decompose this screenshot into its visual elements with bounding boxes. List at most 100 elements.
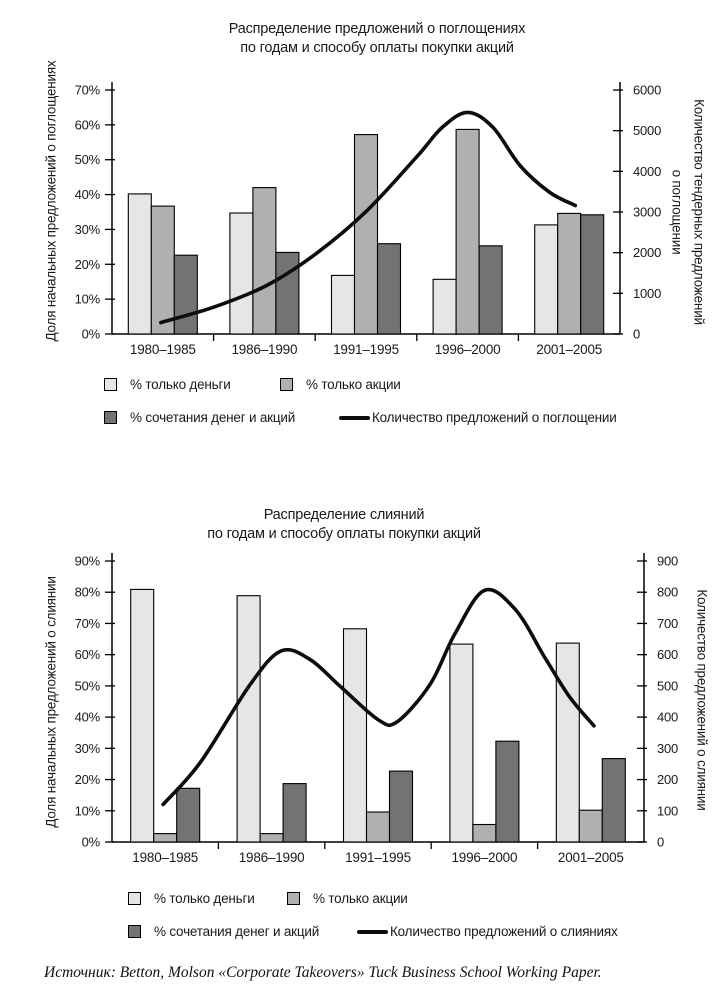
stock-bar [150,205,175,335]
right-tick-label: 900 [657,554,678,569]
mergers-title-line2: по годам и способу оплаты покупки акций [207,526,481,542]
left-tick-label: 50% [75,678,101,693]
left-axis-title: Доля начальных предложений о поглощениях [44,60,59,342]
right-tick-label: 0 [633,327,640,342]
left-tick-label: 30% [75,741,101,756]
left-tick-label: 20% [75,772,101,787]
cash-legend-label: % только деньги [130,377,231,392]
stock-legend-label: % только акции [306,377,401,392]
right-tick-label: 300 [657,741,678,756]
right-tick-label: 200 [657,772,678,787]
right-tick-label: 6000 [633,83,661,98]
category-label: 1980–1985 [130,342,196,357]
stock-legend-label: % только акции [313,891,408,906]
stock-bar [557,212,582,335]
left-tick-label: 50% [75,152,101,167]
left-tick-label: 20% [75,257,101,272]
right-tick-label: 400 [657,710,678,725]
stock-bar [472,823,497,843]
category-label: 1986–1990 [232,342,298,357]
left-tick-label: 40% [75,187,101,202]
stock-bar [353,134,379,335]
stock-bar [365,811,391,843]
mix-bar [388,770,414,843]
left-tick-label: 40% [75,710,101,725]
line-series-swatch [339,416,370,420]
right-tick-label: 700 [657,616,678,631]
mix-bar [282,783,307,843]
right-tick-label: 500 [657,678,678,693]
right-tick-label: 3000 [633,205,661,220]
left-tick-label: 60% [75,647,101,662]
line-series-legend-label: Количество предложений о поглощении [372,410,617,425]
category-label: 1991–1995 [345,850,411,865]
line-series-legend-label: Количество предложений о слияниях [390,924,618,939]
left-axis-title: Доля начальных предложений о слиянии [44,576,59,827]
right-tick-label: 100 [657,803,678,818]
stock-bar [153,833,178,843]
cash-bar [342,628,368,843]
left-tick-label: 60% [75,117,101,132]
category-label: 1991–1995 [333,342,399,357]
stock-bar [455,128,480,335]
left-tick-label: 70% [75,616,101,631]
mix-bar [580,214,605,335]
cash-bar [127,193,152,335]
right-tick-label: 4000 [633,164,661,179]
stock-bar [578,809,603,843]
mix-bar [176,787,201,843]
cash-bar [229,212,254,335]
cash-bar [130,588,155,843]
takeovers-chart-title: Распределение предложений о поглощениях … [27,20,724,58]
left-tick-label: 90% [75,554,101,569]
category-label: 1980–1985 [132,850,198,865]
left-tick-label: 30% [75,222,101,237]
mergers-title-line1: Распределение слияний [263,507,425,523]
cash-bar [432,278,457,335]
cash-swatch [104,378,117,391]
right-tick-label: 0 [657,835,664,850]
cash-bar [330,274,356,335]
right-axis-title: Количество предложений о слиянии [695,589,710,810]
right-tick-label: 1000 [633,286,661,301]
takeovers-title-line1: Распределение предложений о поглощениях [228,21,526,37]
right-tick-label: 600 [657,647,678,662]
mix-legend-label: % сочетания денег и акций [154,924,320,939]
mix-bar [601,758,626,843]
cash-bar [534,224,559,335]
cash-swatch [128,892,141,905]
count-trend-line [159,110,578,325]
category-label: 1996–2000 [452,850,518,865]
category-label: 2001–2005 [558,850,624,865]
category-label: 1986–1990 [239,850,305,865]
left-tick-label: 0% [82,835,101,850]
mix-bar [478,245,503,335]
cash-bar [236,595,261,843]
category-label: 1996–2000 [435,342,501,357]
mix-bar [495,740,520,843]
left-tick-label: 10% [75,292,101,307]
category-label: 2001–2005 [536,342,602,357]
mix-legend-label: % сочетания денег и акций [130,410,296,425]
left-tick-label: 80% [75,585,101,600]
mix-bar [376,243,402,335]
mix-swatch [104,411,117,424]
cash-legend-label: % только деньги [154,891,255,906]
stock-bar [252,187,277,335]
line-series-swatch [357,930,388,934]
source-note: Источник: Betton, Molson «Corporate Take… [44,964,602,981]
mix-swatch [128,925,141,938]
mix-bar [275,251,300,335]
right-tick-label: 800 [657,585,678,600]
left-tick-label: 0% [82,327,101,342]
right-axis-title: о поглощении [670,170,685,255]
cash-bar [555,642,580,843]
takeovers-title-line2: по годам и способу оплаты покупки акций [240,40,514,56]
takeovers-chart-plot: 0% 10% 20% 30% 40% 50% 60% 70% 0 1000 2000 3000 4000… [44,60,707,357]
left-tick-label: 10% [75,803,101,818]
mergers-chart-title: Распределение слияний по годам и способу… [0,506,694,544]
stock-swatch [280,378,293,391]
left-tick-label: 70% [75,83,101,98]
right-tick-label: 2000 [633,245,661,260]
